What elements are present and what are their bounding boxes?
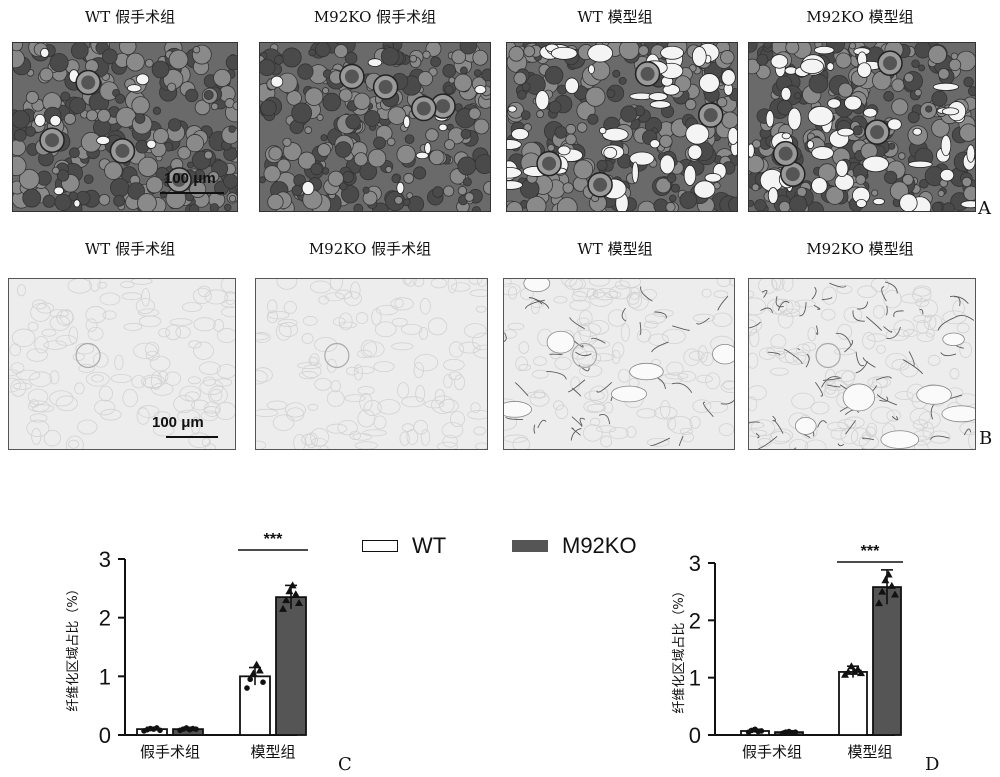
panel-letter: C: [338, 754, 352, 775]
data-point: [285, 587, 294, 595]
x-tick-label: 假手术组: [742, 743, 802, 761]
data-point: [288, 581, 297, 589]
data-point: [887, 581, 896, 589]
panel-letter-a: A: [978, 198, 991, 219]
panel-b-title-2: M92KO 假手术组: [308, 240, 432, 258]
y-axis-label: 纤维化区域占比（%）: [66, 582, 81, 711]
legend-label-wt: WT: [412, 533, 447, 558]
sr-image-ko-sham: [255, 278, 488, 450]
sr-image-wt-sham: [8, 278, 236, 450]
x-tick-label: 模型组: [250, 743, 295, 761]
data-point: [249, 669, 258, 677]
data-point: [758, 728, 765, 734]
y-tick-label: 0: [689, 723, 701, 748]
legend-label-ko: M92KO: [562, 533, 637, 558]
data-point: [193, 726, 199, 732]
bar-wt-1: [838, 671, 868, 736]
data-point: [875, 599, 883, 607]
y-tick-label: 3: [689, 551, 701, 576]
he-image-ko-model: [748, 42, 976, 212]
data-point: [255, 666, 264, 674]
chart-c: 0 1 2 3 纤维化区域占比（%） 假手术组 模型组 *** C: [66, 531, 352, 775]
data-point: [157, 727, 163, 734]
panel-a-title-1: WT 假手术组: [84, 8, 176, 26]
data-point: [857, 669, 865, 677]
y-tick-label: 2: [689, 608, 701, 633]
data-point: [244, 685, 250, 691]
scale-bar-label-b: 100 μm: [152, 414, 204, 431]
data-point: [891, 590, 899, 598]
data-point: [792, 729, 799, 735]
legend-swatch-wt: [362, 540, 398, 552]
panel-a-title-4: M92KO 模型组: [806, 8, 914, 26]
scale-bar-a: [160, 192, 224, 194]
y-tick-label: 3: [99, 547, 111, 572]
y-axis-label: 纤维化区域占比（%）: [672, 584, 687, 713]
legend-item-ko: M92KO: [512, 533, 637, 559]
x-tick-label: 假手术组: [140, 743, 200, 761]
significance-label: ***: [861, 543, 880, 560]
y-tick-label: 1: [689, 666, 701, 691]
panel-letter: D: [925, 754, 939, 775]
scale-bar-b: [166, 436, 218, 438]
data-point: [252, 660, 261, 668]
data-point: [260, 679, 266, 685]
data-point: [279, 604, 287, 612]
he-image-wt-sham: [12, 42, 238, 212]
bar-m92ko-1: [275, 596, 307, 736]
panel-a-title-3: WT 模型组: [577, 8, 653, 26]
data-point: [291, 590, 300, 598]
y-tick-label: 2: [99, 606, 111, 631]
y-tick-label: 1: [99, 664, 111, 689]
panel-b-title-3: WT 模型组: [577, 240, 653, 258]
scale-bar-label-a: 100 μm: [164, 170, 216, 187]
panel-a-title-2: M92KO 假手术组: [313, 8, 437, 26]
sr-image-ko-model: [748, 278, 976, 450]
data-point: [884, 570, 893, 578]
y-tick-label: 0: [99, 723, 111, 748]
panel-b-title-1: WT 假手术组: [84, 240, 176, 258]
panel-letter-b: B: [979, 428, 993, 449]
panel-b-title-4: M92KO 模型组: [806, 240, 914, 258]
data-point: [878, 587, 887, 595]
data-point: [282, 596, 291, 604]
data-point: [881, 576, 890, 584]
he-image-wt-model: [506, 42, 738, 212]
significance-label: ***: [264, 531, 283, 548]
data-point: [847, 662, 856, 670]
legend-item-wt: WT: [362, 533, 446, 559]
data-point: [247, 676, 253, 683]
data-point: [844, 667, 853, 675]
data-point: [295, 599, 303, 606]
x-tick-label: 模型组: [847, 743, 892, 761]
data-point: [853, 665, 862, 673]
bar-m92ko-1: [872, 586, 902, 736]
he-image-ko-sham: [259, 42, 491, 212]
legend-swatch-ko: [512, 540, 548, 552]
sr-image-wt-model: [503, 278, 735, 450]
